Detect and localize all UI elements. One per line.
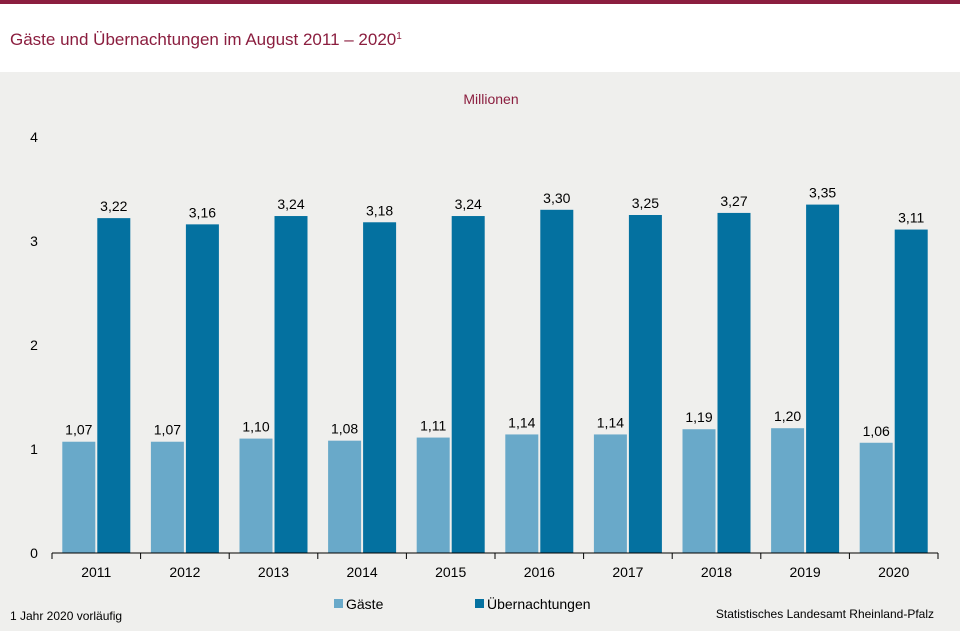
data-label: 3,35 — [809, 185, 836, 201]
x-tick-label: 2016 — [524, 564, 555, 580]
bar-uebernachtungen — [451, 216, 485, 554]
data-label: 1,14 — [597, 414, 624, 430]
bar-uebernachtungen — [628, 215, 662, 553]
chart-title: Gäste und Übernachtungen im August 2011 … — [10, 30, 402, 49]
data-label: 1,14 — [508, 414, 535, 430]
source-note: Statistisches Landesamt Rheinland-Pfalz — [715, 607, 934, 621]
data-label: 1,10 — [242, 419, 269, 435]
bar-gaeste — [239, 438, 273, 553]
data-label: 3,18 — [366, 202, 393, 218]
x-axis: 2011 2012 2013 2014 2015 2016 2017 2018 2019 2020 — [51, 552, 939, 580]
data-label: 1,08 — [331, 421, 358, 437]
data-label: 1,19 — [685, 409, 712, 425]
bar-gaeste — [505, 434, 539, 553]
footnote: 1 Jahr 2020 vorläufig — [10, 609, 123, 623]
legend-label: Übernachtungen — [487, 595, 591, 612]
data-label: 3,24 — [277, 196, 304, 212]
legend: Gäste Übernachtungen — [334, 595, 591, 612]
data-label: 1,06 — [863, 423, 890, 439]
x-tick-label: 2013 — [258, 564, 289, 580]
bar-uebernachtungen — [806, 204, 840, 553]
bar-gaeste — [328, 440, 362, 553]
x-tick-label: 2018 — [701, 564, 732, 580]
x-tick-label: 2015 — [435, 564, 466, 580]
bar-gaeste — [593, 434, 627, 553]
y-tick-label: 2 — [30, 337, 38, 353]
y-axis: 0 1 2 3 4 — [30, 129, 38, 561]
bar-gaeste — [416, 437, 450, 553]
data-label: 1,11 — [420, 418, 446, 434]
bar-uebernachtungen — [274, 216, 308, 554]
data-label: 3,25 — [632, 195, 659, 211]
y-tick-label: 4 — [30, 129, 38, 145]
x-tick-label: 2011 — [81, 564, 111, 580]
x-tick-label: 2020 — [878, 564, 909, 580]
bar-uebernachtungen — [717, 212, 751, 554]
legend-swatch — [334, 599, 343, 608]
data-label: 3,16 — [189, 204, 216, 220]
x-tick-label: 2012 — [169, 564, 200, 580]
bar-gaeste — [150, 441, 184, 553]
y-tick-label: 0 — [30, 545, 38, 561]
data-label: 3,27 — [720, 193, 747, 209]
data-label: 1,07 — [65, 422, 92, 438]
bar-gaeste — [771, 428, 805, 553]
bar-uebernachtungen — [363, 222, 397, 553]
bar-gaeste — [62, 441, 96, 553]
bar-uebernachtungen — [540, 209, 574, 554]
bar-uebernachtungen — [97, 218, 131, 553]
bars: 1,07 3,22 1,07 3,16 1,10 3,24 1,08 3,18 1,11 3,24… — [62, 185, 928, 554]
bar-uebernachtungen — [185, 224, 219, 554]
data-label: 1,20 — [774, 408, 801, 424]
y-tick-label: 3 — [30, 233, 38, 249]
top-rule — [0, 0, 960, 4]
legend-label: Gäste — [346, 596, 384, 612]
bar-gaeste — [859, 442, 893, 553]
legend-swatch — [475, 599, 484, 608]
title-bar: Gäste und Übernachtungen im August 2011 … — [0, 4, 960, 72]
y-tick-label: 1 — [30, 441, 38, 457]
x-tick-label: 2014 — [347, 564, 378, 580]
data-label: 3,11 — [898, 210, 924, 226]
data-label: 3,24 — [455, 196, 482, 212]
bar-gaeste — [682, 429, 716, 553]
data-label: 3,30 — [543, 190, 570, 206]
data-label: 3,22 — [100, 198, 127, 214]
unit-label: Millionen — [463, 91, 518, 107]
bar-uebernachtungen — [894, 229, 928, 553]
x-tick-label: 2017 — [612, 564, 643, 580]
data-label: 1,07 — [154, 422, 181, 438]
x-tick-label: 2019 — [790, 564, 821, 580]
